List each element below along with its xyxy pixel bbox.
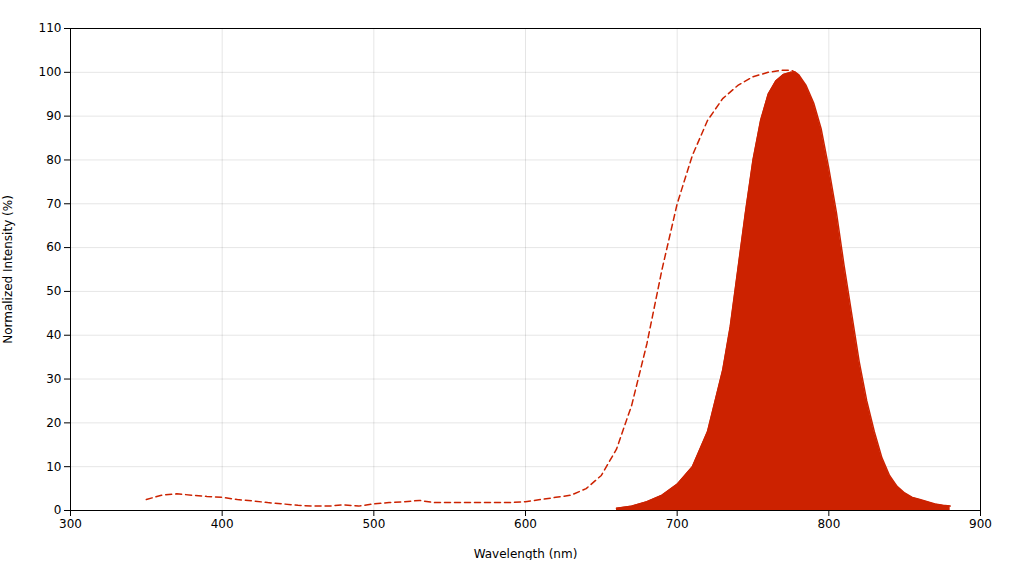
svg-text:70: 70 [46,197,61,211]
svg-text:Normalized Intensity (%): Normalized Intensity (%) [1,195,15,344]
svg-text:0: 0 [54,503,62,517]
svg-text:500: 500 [362,517,385,531]
svg-text:80: 80 [46,153,61,167]
svg-text:Wavelength (nm): Wavelength (nm) [474,547,578,561]
svg-text:100: 100 [39,65,62,79]
svg-text:900: 900 [969,517,992,531]
svg-text:700: 700 [666,517,689,531]
svg-text:40: 40 [46,328,61,342]
svg-text:30: 30 [46,372,61,386]
svg-text:10: 10 [46,460,61,474]
svg-text:300: 300 [59,517,82,531]
svg-text:90: 90 [46,109,61,123]
svg-text:20: 20 [46,416,61,430]
svg-text:800: 800 [817,517,840,531]
svg-text:110: 110 [39,21,62,35]
svg-text:400: 400 [211,517,234,531]
svg-text:60: 60 [46,240,61,254]
svg-text:600: 600 [514,517,537,531]
svg-text:50: 50 [46,284,61,298]
